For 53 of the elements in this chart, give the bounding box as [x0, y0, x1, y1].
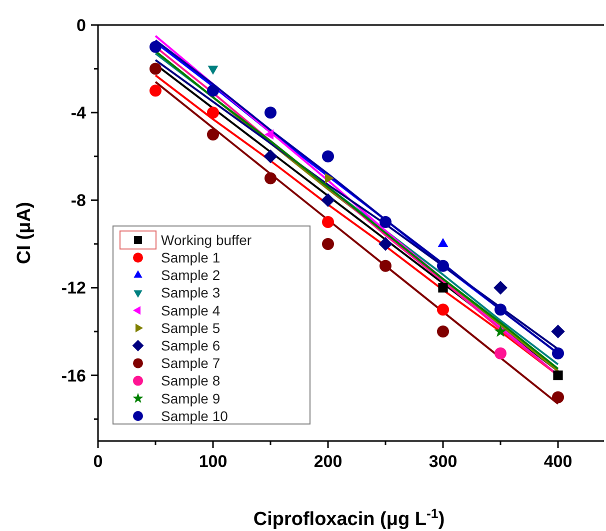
point [494, 324, 507, 337]
legend-label: Sample 8 [161, 372, 220, 389]
point [322, 216, 334, 228]
point [380, 260, 392, 272]
legend-label: Sample 4 [161, 302, 220, 318]
point [207, 106, 219, 119]
point [552, 347, 564, 360]
point [150, 62, 162, 75]
point [437, 304, 449, 316]
y-tick-label: -4 [70, 104, 87, 123]
point [264, 172, 276, 184]
point [494, 304, 506, 316]
x-tick-label: 400 [544, 452, 572, 471]
legend-label: Sample 5 [161, 320, 220, 336]
point [552, 391, 564, 404]
point [207, 84, 219, 97]
legend-label: Sample 2 [161, 267, 220, 284]
legend-label: Sample 9 [161, 390, 220, 406]
x-tick-label: 100 [198, 452, 228, 471]
y-tick-label: -12 [61, 278, 86, 298]
point [207, 128, 219, 140]
legend-label: Sample 3 [161, 284, 220, 301]
legend-label: Sample 6 [161, 338, 220, 354]
point [264, 106, 276, 119]
point [437, 326, 449, 338]
x-tick-label: 200 [314, 452, 342, 471]
point [321, 193, 335, 208]
legend-label: Sample 10 [161, 408, 228, 424]
point [494, 280, 508, 295]
point [264, 149, 278, 164]
point [494, 347, 506, 360]
point [150, 84, 162, 97]
point [322, 238, 334, 250]
y-axis-title: CI (μA) [14, 202, 35, 264]
point [264, 129, 274, 140]
point [438, 282, 448, 293]
point [553, 370, 563, 380]
legend-label: Working buffer [161, 232, 252, 248]
point [378, 237, 392, 251]
point [208, 66, 218, 75]
point [437, 260, 449, 272]
x-tick-label: 0 [93, 452, 103, 471]
x-axis-title: Ciprofloxacin (μg L$^{-1}$) [253, 506, 445, 530]
y-tick-label: 0 [76, 16, 86, 35]
legend-label: Sample 1 [161, 250, 220, 266]
point [322, 150, 334, 162]
point [380, 216, 392, 228]
y-tick-label: -8 [70, 191, 86, 210]
point [150, 40, 162, 53]
point [551, 324, 565, 338]
x-tick-label: 300 [428, 452, 458, 471]
legend-label: Sample 7 [161, 355, 220, 372]
y-tick-label: -16 [61, 366, 86, 386]
